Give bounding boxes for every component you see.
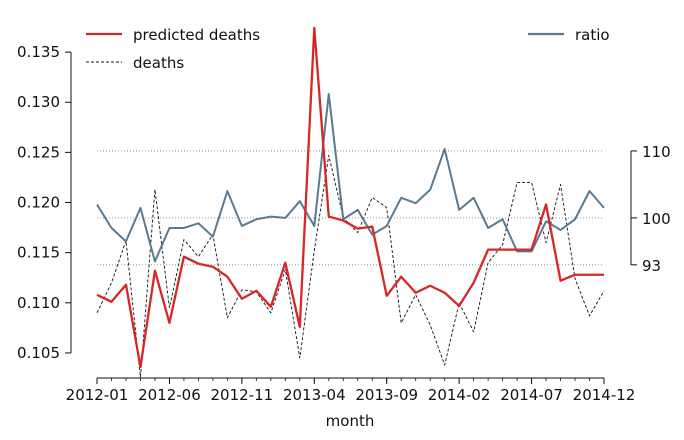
x-tick-label: 2012-11: [211, 386, 274, 404]
legend: predicted deaths deaths ratio: [86, 26, 610, 72]
left-tick-label: 0.130: [17, 93, 60, 111]
x-tick-label: 2014-02: [428, 386, 491, 404]
legend-label: predicted deaths: [133, 26, 260, 44]
left-tick-label: 0.125: [17, 143, 60, 161]
right-y-axis: 93 100 110: [630, 143, 671, 275]
right-tick-label: 100: [642, 210, 671, 228]
left-tick-label: 0.110: [17, 294, 60, 312]
series-line-predicted-deaths: [96, 26, 604, 369]
x-tick-label: 2013-04: [283, 386, 346, 404]
left-tick-label: 0.105: [17, 344, 60, 362]
x-tick-label: 2012-01: [66, 386, 129, 404]
right-tick-label: 93: [642, 257, 661, 275]
x-axis: 2012-01 2012-06 2012-11 2013-04 2013-09 2014-…: [66, 377, 636, 404]
x-tick-label: 2014-12: [573, 386, 636, 404]
series-line-deaths: [96, 154, 605, 378]
legend-label: deaths: [133, 54, 184, 72]
x-tick-label: 2013-09: [355, 386, 418, 404]
left-tick-label: 0.115: [17, 244, 60, 262]
x-axis-label: month: [326, 412, 375, 430]
right-tick-label: 110: [642, 143, 671, 161]
left-y-axis: 0.105 0.110 0.115 0.120 0.125 0.130 0.135: [17, 43, 72, 362]
x-tick-label: 2012-06: [138, 386, 201, 404]
gridlines: [97, 150, 604, 266]
x-tick-label: 2014-07: [500, 386, 563, 404]
left-tick-label: 0.120: [17, 194, 60, 212]
left-tick-label: 0.135: [17, 43, 60, 61]
legend-label: ratio: [575, 26, 610, 44]
series-layer: [96, 26, 605, 378]
series-line-ratio: [96, 92, 605, 263]
